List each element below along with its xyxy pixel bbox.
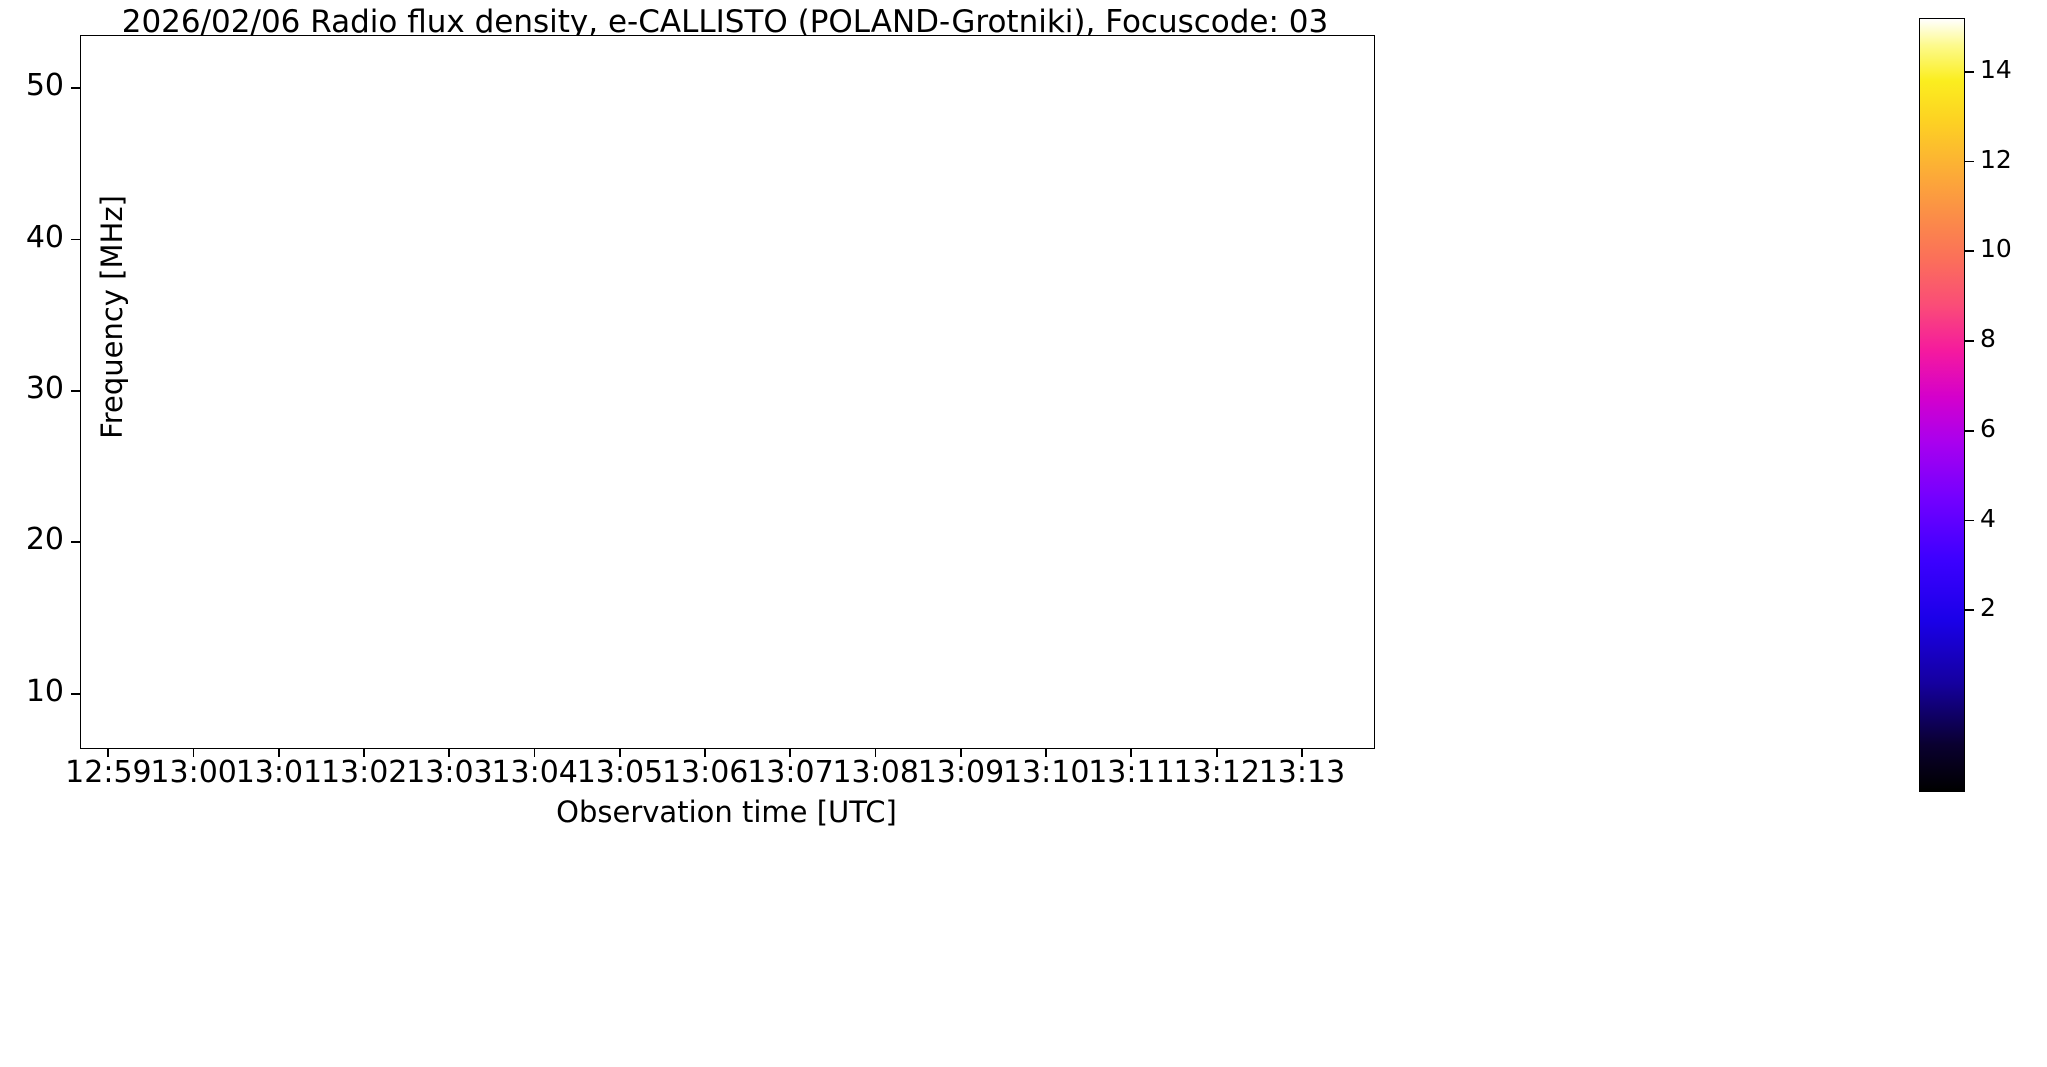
x-tick-mark [618,748,621,757]
x-tick-label: 13:07 [747,755,834,790]
x-tick-label: 13:10 [1002,755,1090,790]
page-title: 2026/02/06 Radio flux density, e-CALLIST… [121,4,1329,40]
x-tick-label: 13:06 [661,755,749,790]
x-tick-label: 13:12 [1173,755,1260,790]
x-axis-label: Observation time [UTC] [556,795,897,829]
colorbar-tick-label: 14 [1980,54,2012,84]
colorbar-tick-mark [1965,519,1974,522]
colorbar-tick-mark [1965,609,1974,612]
x-tick-label: 12:59 [65,755,152,790]
x-tick-label: 13:11 [1088,755,1175,790]
colorbar-tick-mark [1965,70,1974,73]
x-tick-mark [1300,748,1303,757]
y-tick-mark [71,541,80,544]
x-tick-mark [277,748,280,757]
x-tick-label: 13:09 [917,755,1005,790]
y-axis-label: Frequency [MHz] [94,195,129,439]
x-tick-mark [533,748,536,757]
y-tick-label: 40 [25,219,64,255]
colorbar-tick-mark [1965,429,1974,432]
spectrogram-plot [80,35,1375,749]
x-tick-mark [1045,748,1047,757]
y-tick-label: 20 [25,522,64,558]
x-tick-mark [874,748,877,757]
x-tick-mark [704,748,706,757]
colorbar-tick-label: 2 [1980,593,1996,623]
x-tick-label: 13:04 [491,755,578,790]
y-tick-label: 50 [25,68,64,104]
colorbar-tick-mark [1965,340,1974,342]
y-tick-label: 30 [25,371,64,406]
x-tick-label: 13:02 [320,755,408,790]
colorbar-tick-label: 12 [1980,144,2012,174]
spectrogram-image [81,36,1374,748]
colorbar-gradient [1920,19,1964,791]
x-tick-label: 13:13 [1258,755,1346,790]
x-tick-mark [192,748,195,757]
x-tick-label: 13:00 [150,755,237,790]
y-tick-mark [71,390,80,392]
x-tick-mark [107,748,110,757]
x-tick-mark [789,748,792,757]
colorbar-tick-label: 8 [1980,324,1996,354]
x-tick-mark [363,748,365,757]
colorbar-tick-label: 4 [1980,503,1996,533]
y-tick-label: 10 [25,673,64,709]
x-tick-mark [1130,748,1133,757]
colorbar-tick-mark [1965,250,1974,253]
x-tick-mark [959,748,962,757]
y-tick-mark [71,87,80,89]
x-tick-mark [448,748,451,757]
y-tick-mark [71,238,80,241]
colorbar-tick-label: 6 [1980,413,1996,443]
x-tick-label: 13:01 [235,755,323,790]
colorbar-tick-mark [1965,160,1974,163]
x-tick-label: 13:03 [406,755,493,790]
colorbar [1919,18,1965,792]
colorbar-tick-label: 10 [1980,234,2012,264]
x-tick-label: 13:05 [576,755,664,790]
x-tick-mark [1215,748,1218,757]
y-tick-mark [71,692,80,695]
x-tick-label: 13:08 [832,755,919,790]
